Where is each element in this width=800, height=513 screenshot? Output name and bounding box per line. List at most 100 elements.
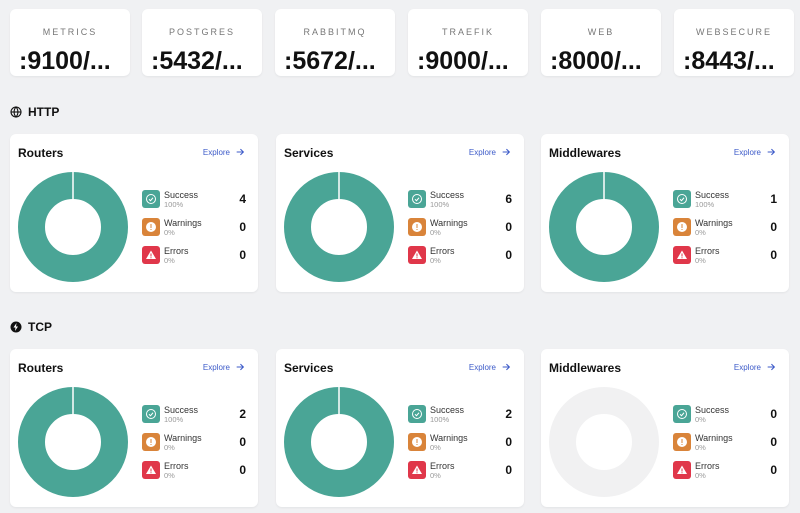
warning-triangle-icon	[673, 461, 691, 479]
stat-count: 6	[505, 192, 512, 206]
card-title: Routers	[18, 361, 64, 375]
entrypoint-card-traefik[interactable]: TRAEFIK :9000/...	[408, 9, 528, 76]
entrypoint-card-websecure[interactable]: WEBSECURE :8443/...	[674, 9, 794, 76]
arrow-right-icon	[502, 148, 511, 156]
explore-label: Explore	[202, 362, 230, 372]
stat-count: 0	[770, 220, 777, 234]
stat-percent: 0%	[430, 443, 441, 452]
stat-row-success: Success 100% 2	[142, 405, 252, 427]
card-title: Services	[284, 146, 334, 160]
stat-percent: 100%	[164, 415, 184, 424]
arrow-right-icon	[236, 148, 245, 156]
warning-triangle-icon	[408, 461, 426, 479]
stat-count: 0	[505, 435, 512, 449]
card-http-middlewares: Middlewares Explore Success 100% 1 Warnings 0%…	[541, 134, 789, 292]
stat-row-errors: Errors 0% 0	[673, 461, 783, 483]
arrow-right-icon	[502, 363, 511, 371]
status-donut-chart	[18, 387, 128, 497]
entrypoint-card-rabbitmq[interactable]: RABBITMQ :5672/...	[275, 9, 395, 76]
stat-row-warnings: Warnings 0% 0	[408, 433, 518, 455]
stat-percent: 100%	[430, 200, 450, 209]
stat-label: Success	[430, 190, 465, 200]
card-http-services: Services Explore Success 100% 6 Warnings 0% 0 Er…	[276, 134, 524, 292]
check-icon	[142, 190, 160, 208]
stat-label: Success	[695, 405, 730, 415]
explore-link[interactable]: Explore	[469, 362, 511, 372]
entrypoint-address: :5672/...	[284, 47, 376, 75]
stat-percent: 0%	[164, 228, 175, 237]
stat-row-success: Success 0% 0	[673, 405, 783, 427]
stat-row-warnings: Warnings 0% 0	[142, 218, 252, 240]
donut-empty-ring	[549, 387, 659, 497]
entrypoint-card-postgres[interactable]: POSTGRES :5432/...	[142, 9, 262, 76]
stat-row-errors: Errors 0% 0	[408, 246, 518, 268]
stat-percent: 0%	[164, 471, 175, 480]
stat-row-success: Success 100% 6	[408, 190, 518, 212]
card-title: Middlewares	[549, 146, 622, 160]
status-donut-chart	[284, 172, 394, 282]
entrypoint-address: :9000/...	[417, 47, 509, 75]
explore-link[interactable]: Explore	[203, 362, 245, 372]
stat-label: Warnings	[430, 218, 468, 228]
stat-count: 2	[239, 407, 246, 421]
stat-count: 0	[239, 435, 246, 449]
explore-label: Explore	[733, 147, 761, 157]
section-title-tcp: TCP	[10, 320, 52, 334]
stat-row-warnings: Warnings 0% 0	[408, 218, 518, 240]
globe-icon	[10, 106, 22, 118]
entrypoint-card-metrics[interactable]: METRICS :9100/...	[10, 9, 130, 76]
stat-label: Warnings	[695, 433, 733, 443]
stat-label: Errors	[695, 461, 720, 471]
stat-row-success: Success 100% 2	[408, 405, 518, 427]
status-donut-chart	[284, 387, 394, 497]
stat-percent: 0%	[164, 443, 175, 452]
check-icon	[142, 405, 160, 423]
explore-link[interactable]: Explore	[734, 147, 776, 157]
entrypoint-card-web[interactable]: WEB :8000/...	[541, 9, 661, 76]
entrypoint-address: :8443/...	[683, 47, 775, 75]
explore-link[interactable]: Explore	[469, 147, 511, 157]
stat-percent: 0%	[695, 443, 706, 452]
stat-row-errors: Errors 0% 0	[142, 461, 252, 483]
stat-label: Errors	[164, 246, 189, 256]
stat-row-warnings: Warnings 0% 0	[673, 433, 783, 455]
exclamation-icon	[408, 433, 426, 451]
stat-percent: 0%	[695, 471, 706, 480]
explore-link[interactable]: Explore	[203, 147, 245, 157]
stat-count: 0	[239, 463, 246, 477]
check-icon	[673, 190, 691, 208]
stat-percent: 0%	[695, 256, 706, 265]
stat-count: 1	[770, 192, 777, 206]
section-title-label: HTTP	[28, 105, 60, 119]
stat-count: 0	[770, 435, 777, 449]
section-title-http: HTTP	[10, 105, 59, 119]
entrypoint-address: :9100/...	[19, 47, 111, 75]
stat-percent: 0%	[430, 256, 441, 265]
check-icon	[673, 405, 691, 423]
card-title: Middlewares	[549, 361, 622, 375]
explore-label: Explore	[468, 362, 496, 372]
exclamation-icon	[673, 218, 691, 236]
stat-percent: 0%	[164, 256, 175, 265]
stat-row-success: Success 100% 4	[142, 190, 252, 212]
explore-link[interactable]: Explore	[734, 362, 776, 372]
stat-percent: 0%	[430, 228, 441, 237]
card-tcp-routers: Routers Explore Success 100% 2 Warnings 0% 0 Err…	[10, 349, 258, 507]
arrow-right-icon	[236, 363, 245, 371]
stat-percent: 0%	[695, 415, 706, 424]
card-tcp-services: Services Explore Success 100% 2 Warnings 0% 0 Er…	[276, 349, 524, 507]
entrypoint-name: TRAEFIK	[441, 27, 494, 37]
entrypoint-name: WEB	[587, 27, 615, 37]
stat-label: Warnings	[695, 218, 733, 228]
stat-count: 4	[239, 192, 246, 206]
stat-label: Success	[430, 405, 465, 415]
stat-label: Warnings	[430, 433, 468, 443]
entrypoints-row: METRICS :9100/... POSTGRES :5432/... RAB…	[0, 0, 800, 90]
stat-percent: 0%	[430, 471, 441, 480]
stat-row-success: Success 100% 1	[673, 190, 783, 212]
check-icon	[408, 190, 426, 208]
entrypoint-name: RABBITMQ	[303, 27, 367, 37]
entrypoint-name: METRICS	[42, 27, 98, 37]
card-tcp-middlewares: Middlewares Explore Success 0% 0 Warnings 0% 0 E…	[541, 349, 789, 507]
arrow-right-icon	[767, 148, 776, 156]
